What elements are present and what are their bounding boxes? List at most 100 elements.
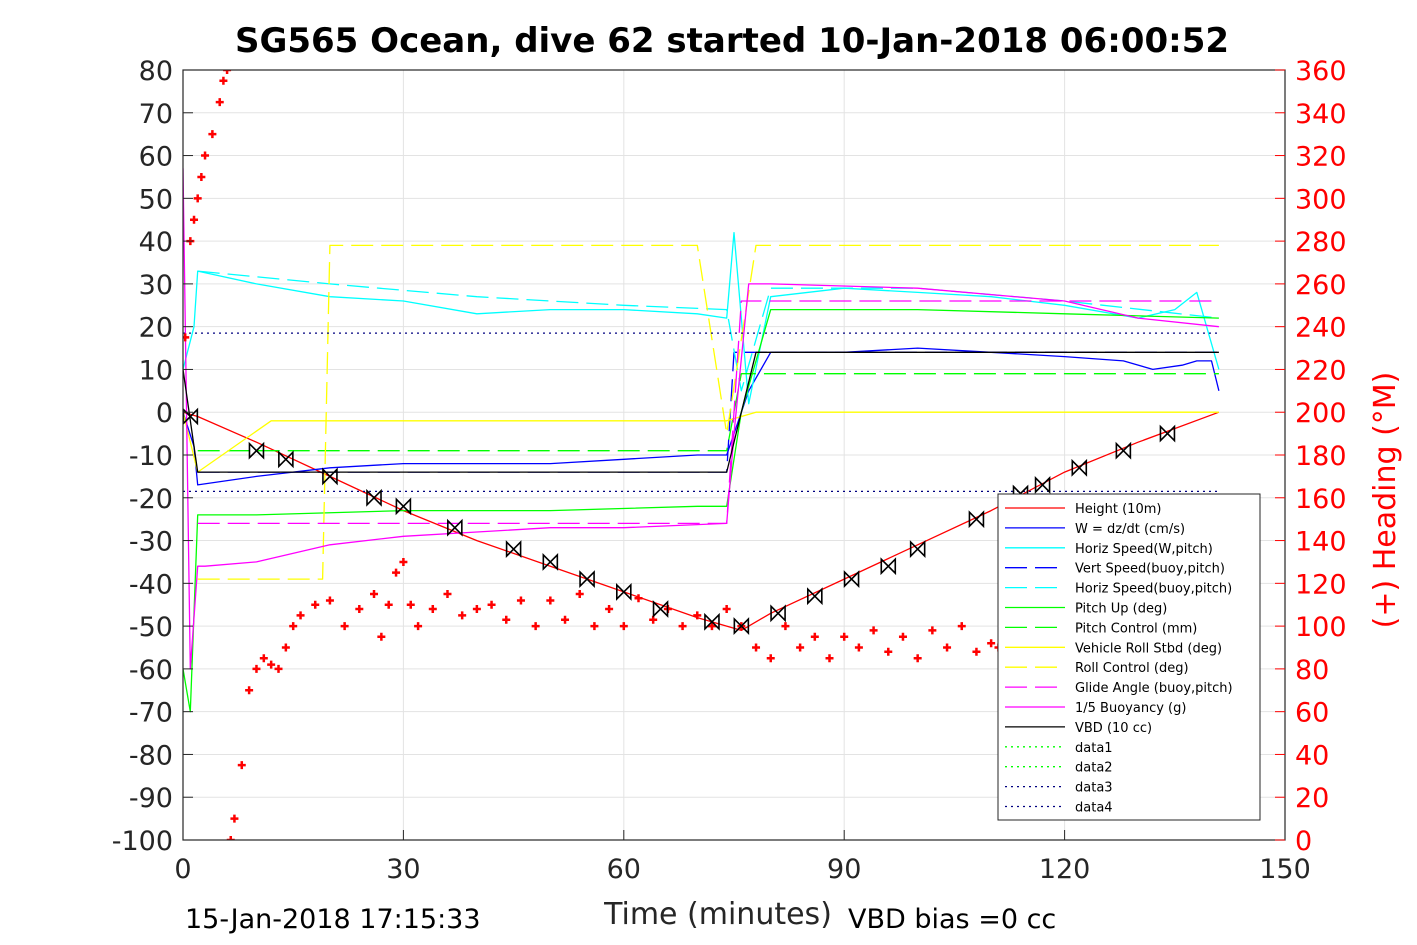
heading-point [289, 622, 298, 631]
heading-point [605, 605, 614, 613]
heading-point [245, 686, 254, 695]
heading-point [237, 761, 246, 770]
height-marker [968, 510, 985, 529]
heading-point [487, 600, 496, 609]
y2-tick-label: 160 [1295, 484, 1347, 515]
y-tick-label: -100 [112, 826, 173, 857]
heading-point [472, 605, 481, 613]
heading-point [296, 611, 305, 620]
heading-point [325, 596, 334, 605]
series-layer [183, 168, 1220, 713]
height-marker [652, 600, 669, 618]
y-tick-label: -30 [129, 527, 173, 558]
legend-label: data2 [1075, 761, 1113, 776]
heading-point [190, 215, 199, 224]
series-roll-control-deg [197, 244, 1219, 580]
heading-point [516, 596, 525, 605]
y-tick-label: -90 [129, 783, 173, 814]
heading-point [406, 600, 415, 609]
heading-point [546, 596, 555, 605]
heading-point [267, 660, 276, 669]
y2-tick-label: 80 [1295, 655, 1329, 686]
height-marker [395, 497, 412, 516]
y2-tick-label: 140 [1295, 527, 1347, 558]
legend-label: Pitch Control (mm) [1075, 621, 1197, 636]
heading-point [693, 611, 702, 620]
heading-layer [183, 70, 1003, 840]
legend-label: 1/5 Buoyancy (g) [1075, 701, 1186, 716]
height-marker [542, 553, 559, 571]
heading-point [502, 615, 511, 624]
y-tick-label: -20 [129, 484, 173, 515]
legend-label: Pitch Up (deg) [1075, 602, 1167, 617]
series-vbd-10-cc [183, 351, 1219, 473]
heading-point [183, 333, 190, 342]
height-marker [770, 604, 786, 623]
heading-point [458, 611, 467, 620]
legend-label: data4 [1075, 801, 1113, 816]
y-tick-label: 60 [139, 142, 173, 173]
series-pitch-control-mm [197, 373, 1219, 452]
footer-timestamp: 15-Jan-2018 17:15:33 [185, 904, 481, 935]
height-marker [807, 587, 823, 606]
x-tick-label: 120 [1039, 854, 1091, 885]
heading-point [561, 615, 570, 624]
height-marker-layer [183, 407, 1176, 636]
x-tick-label: 0 [174, 854, 191, 885]
heading-point [384, 600, 393, 609]
heading-point [197, 172, 206, 181]
y-tick-label: 50 [139, 184, 173, 215]
series-1-5-buoyancy-g [183, 168, 1219, 670]
heading-point [428, 605, 437, 613]
heading-point [414, 622, 423, 631]
y-tick-label: 40 [139, 227, 173, 258]
series-vehicle-roll-stbd-deg [183, 411, 1219, 473]
height-marker [505, 540, 522, 559]
heading-point [215, 98, 224, 107]
heading-point [722, 605, 731, 613]
height-marker [322, 467, 338, 486]
x-tick-label: 150 [1259, 854, 1311, 885]
y-tick-label: -10 [129, 441, 173, 472]
height-marker [579, 570, 595, 588]
y2-tick-label: 300 [1295, 184, 1347, 215]
heading-point [854, 643, 863, 652]
heading-point [223, 70, 232, 74]
heading-point [957, 622, 966, 631]
heading-point [193, 194, 202, 203]
legend-label: VBD (10 cc) [1075, 721, 1152, 736]
legend-label: Vehicle Roll Stbd (deg) [1075, 641, 1222, 656]
height-marker [704, 612, 720, 631]
y2-tick-label: 200 [1295, 398, 1347, 429]
heading-point [707, 622, 716, 631]
y2-tick-label: 40 [1295, 740, 1329, 771]
heading-point [619, 622, 628, 631]
y-tick-label: -70 [129, 698, 173, 729]
legend-label: Horiz Speed(W,pitch) [1075, 542, 1213, 557]
heading-point [531, 622, 540, 631]
y2-tick-label: 20 [1295, 783, 1329, 814]
heading-point [274, 664, 283, 673]
series-glide-angle-buoy-pitch [197, 300, 1219, 525]
height-marker [616, 582, 632, 601]
y2-tick-label: 220 [1295, 355, 1347, 386]
y2-tick-label: 260 [1295, 270, 1347, 301]
legend-label: Roll Control (deg) [1075, 661, 1189, 676]
y-tick-label: -40 [129, 569, 173, 600]
height-marker [278, 450, 294, 469]
heading-point [781, 622, 790, 631]
height-marker [733, 617, 750, 636]
heading-point [884, 647, 893, 656]
y-tick-label: -50 [129, 612, 173, 643]
legend-label: Glide Angle (buoy,pitch) [1075, 681, 1233, 696]
heading-point [678, 622, 687, 631]
y-tick-label: 20 [139, 313, 173, 344]
footer-vbd-bias: VBD bias =0 cc [848, 904, 1056, 935]
heading-point [259, 654, 268, 663]
height-marker [909, 540, 926, 559]
height-marker [447, 518, 463, 537]
y2-tick-label: 180 [1295, 441, 1347, 472]
heading-point [825, 654, 834, 663]
heading-point [913, 654, 922, 663]
heading-point [355, 605, 364, 613]
